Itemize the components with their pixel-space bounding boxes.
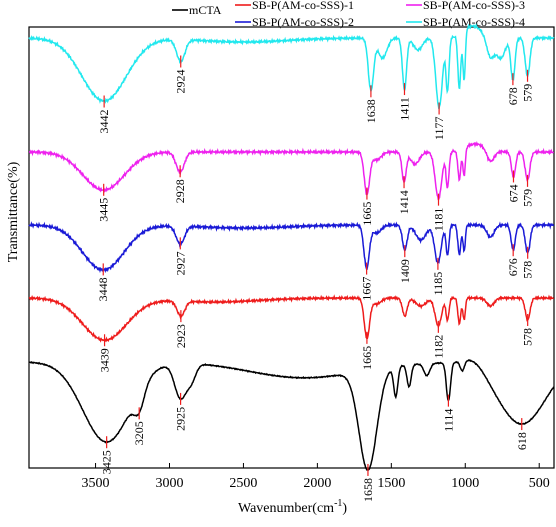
x-tick-label: 3500	[82, 476, 110, 491]
peak-label-sb-p-am-co-sss-3-2928: 2928	[173, 165, 187, 203]
peak-value: 3205	[132, 421, 146, 445]
peak-label-sb-p-am-co-sss-1-1182: 1182	[431, 320, 445, 359]
peak-label-sb-p-am-co-sss-1-3439: 3439	[98, 334, 112, 372]
peak-value: 1114	[441, 409, 455, 432]
peak-value: 1182	[431, 335, 445, 359]
x-axis-label-sup: -1	[334, 498, 342, 509]
x-tick-label: 2500	[229, 476, 257, 491]
peak-value: 618	[515, 432, 529, 450]
peak-label-sb-p-am-co-sss-4-579: 579	[521, 69, 535, 102]
peak-label-sb-p-am-co-sss-1-1665: 1665	[360, 331, 374, 370]
peak-label-mcta-618: 618	[515, 418, 529, 450]
peak-label-sb-p-am-co-sss-3-3445: 3445	[97, 183, 111, 222]
series-line-sb-p-am-co-sss-2	[28, 221, 555, 274]
peak-value: 1411	[398, 97, 412, 121]
peak-label-mcta-3205: 3205	[132, 407, 146, 445]
peak-label-sb-p-am-co-sss-1-2923: 2923	[174, 310, 188, 348]
legend: mCTA SB-P(AM-co-SSS)-1 SB-P(AM-co-SSS)-3 SB…	[172, 0, 525, 29]
peak-label-sb-p-am-co-sss-2-3448: 3448	[96, 263, 110, 301]
peak-value: 3448	[96, 277, 110, 301]
peak-label-sb-p-am-co-sss-4-678: 678	[506, 73, 520, 105]
peak-label-sb-p-am-co-sss-2-2927: 2927	[173, 237, 187, 275]
peak-label-mcta-3425: 3425	[100, 436, 114, 474]
x-tick-label: 2000	[303, 476, 331, 491]
peak-value: 3439	[98, 348, 112, 372]
peak-label-sb-p-am-co-sss-2-1667: 1667	[360, 262, 374, 301]
series-line-sb-p-am-co-sss-3	[28, 140, 555, 201]
peak-label-sb-p-am-co-sss-3-674: 674	[507, 170, 521, 202]
peak-label-sb-p-am-co-sss-4-1638: 1638	[364, 85, 378, 123]
x-axis-label-main: Wavenumber(cm	[238, 501, 334, 516]
legend-item-mcta: mCTA	[172, 3, 222, 17]
peak-label-sb-p-am-co-sss-4-2924: 2924	[174, 55, 188, 94]
peak-value: 3445	[97, 198, 111, 222]
legend-label: SB-P(AM-co-SSS)-4	[423, 15, 525, 29]
legend-label: SB-P(AM-co-SSS)-3	[423, 0, 525, 12]
peak-value: 1667	[360, 277, 374, 301]
peak-value: 3442	[97, 110, 111, 134]
peak-value: 1181	[432, 208, 446, 232]
legend-item-sb-p-am-co-sss-1: SB-P(AM-co-SSS)-1	[235, 0, 354, 12]
x-tick-label: 500	[529, 476, 550, 491]
series-line-sb-p-am-co-sss-4	[28, 23, 555, 110]
peak-value: 1665	[360, 346, 374, 370]
peak-value: 678	[506, 87, 520, 105]
peak-value: 578	[521, 261, 535, 279]
x-axis: 3500 3000 2500 2000 1500 1000 500	[82, 463, 550, 491]
series-line-sb-p-am-co-sss-1	[28, 294, 555, 343]
peak-value: 2923	[174, 324, 188, 348]
peak-label-sb-p-am-co-sss-4-1411: 1411	[398, 83, 412, 121]
peak-value: 3425	[100, 450, 114, 474]
series-curves	[28, 23, 555, 471]
x-tick-label: 1000	[451, 476, 479, 491]
peak-value: 578	[521, 328, 535, 346]
peak-label-mcta-1114: 1114	[441, 394, 455, 432]
x-axis-label: Wavenumber(cm-1)	[238, 498, 347, 516]
legend-label: SB-P(AM-co-SSS)-1	[252, 0, 354, 12]
peak-value: 674	[507, 184, 521, 202]
peak-value: 2927	[173, 251, 187, 275]
peak-value: 2924	[174, 70, 188, 94]
plot-frame	[28, 26, 555, 469]
y-axis-label: Transmittance(%)	[6, 161, 21, 262]
peak-label-sb-p-am-co-sss-3-579: 579	[521, 174, 535, 207]
x-tick-label: 3000	[155, 476, 183, 491]
peak-value: 2925	[174, 407, 188, 431]
peak-value: 579	[521, 189, 535, 207]
peak-value: 1658	[361, 478, 375, 502]
peak-value: 2928	[173, 179, 187, 203]
legend-item-sb-p-am-co-sss-3: SB-P(AM-co-SSS)-3	[406, 0, 525, 12]
series-line-mcta	[29, 359, 555, 471]
peak-label-sb-p-am-co-sss-1-578: 578	[521, 313, 535, 346]
peak-value: 579	[521, 84, 535, 102]
peak-label-sb-p-am-co-sss-4-1177: 1177	[432, 102, 446, 140]
x-tick-label: 1500	[377, 476, 405, 491]
x-axis-label-close: )	[342, 501, 347, 516]
peak-value: 1414	[397, 190, 411, 214]
legend-item-sb-p-am-co-sss-2: SB-P(AM-co-SSS)-2	[235, 15, 354, 29]
peak-label-sb-p-am-co-sss-2-578: 578	[521, 246, 535, 279]
peak-label-sb-p-am-co-sss-2-676: 676	[506, 244, 520, 276]
peak-label-sb-p-am-co-sss-2-1409: 1409	[398, 245, 412, 283]
peak-value: 1409	[398, 259, 412, 283]
legend-label: mCTA	[189, 3, 222, 17]
peak-value: 1665	[360, 202, 374, 226]
legend-item-sb-p-am-co-sss-4: SB-P(AM-co-SSS)-4	[406, 15, 525, 29]
peak-label-mcta-1658: 1658	[361, 463, 375, 502]
peak-label-sb-p-am-co-sss-3-1414: 1414	[397, 176, 411, 214]
peak-label-sb-p-am-co-sss-2-1185: 1185	[431, 257, 445, 296]
peak-label-sb-p-am-co-sss-4-3442: 3442	[97, 95, 111, 134]
peak-label-mcta-2925: 2925	[174, 392, 188, 431]
legend-label: SB-P(AM-co-SSS)-2	[252, 15, 354, 29]
peak-label-sb-p-am-co-sss-3-1665: 1665	[360, 187, 374, 226]
peak-value: 676	[506, 258, 520, 276]
peak-value: 1177	[432, 117, 446, 141]
peak-value: 1185	[431, 272, 445, 296]
peak-value: 1638	[364, 99, 378, 123]
peak-label-sb-p-am-co-sss-3-1181: 1181	[432, 193, 446, 232]
